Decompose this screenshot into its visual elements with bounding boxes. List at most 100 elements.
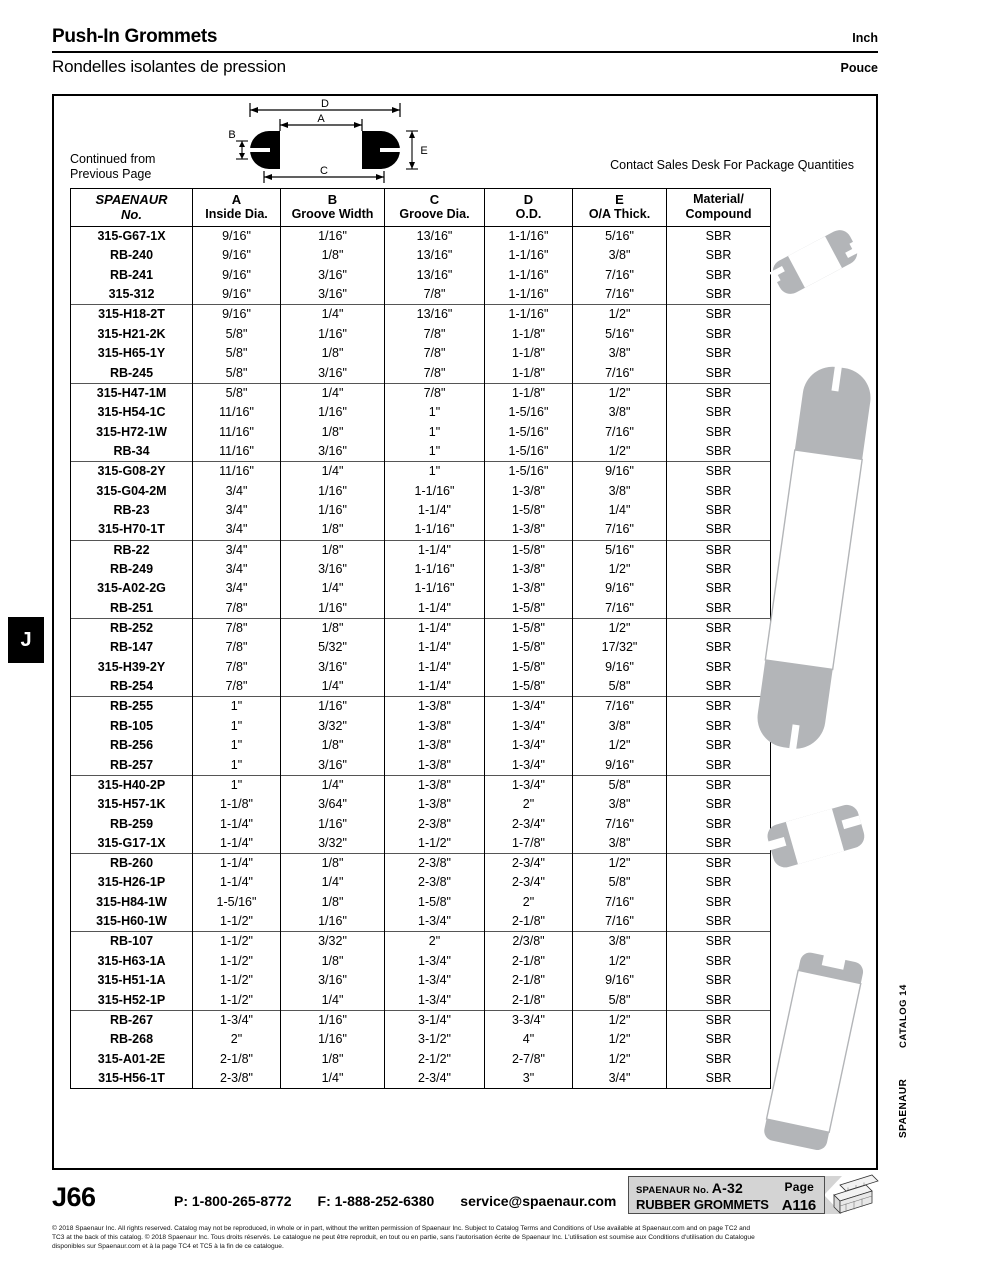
cell-groove-width: 1/16" [280, 402, 385, 423]
cell-outside-dia: 1-3/8" [484, 481, 573, 501]
cell-inside-dia: 3/4" [192, 520, 281, 540]
cell-overall-thickness: 3/8" [572, 344, 667, 364]
table-row: RB-147 7/8" 5/32" 1-1/4" 1-5/8" 17/32" SBR [70, 637, 771, 658]
product-image-grommet-small-1 [760, 214, 870, 315]
svg-text:C: C [320, 165, 328, 177]
cell-groove-dia: 1-3/8" [384, 755, 485, 776]
col-header-d-letter: D [523, 192, 534, 207]
cell-part-number: 315-H60-1W [70, 912, 193, 932]
cell-overall-thickness: 5/8" [572, 774, 667, 795]
badge-row-spaenaur: SPAENAUR No. A-32 Page [636, 1180, 818, 1196]
table-row: 315-H26-1P 1-1/4" 1/4" 2-3/8" 2-3/4" 5/8" SBR [70, 873, 771, 893]
cell-groove-dia: 1-1/4" [384, 539, 485, 560]
footer-contact-line: J66 P: 1-800-265-8772 F: 1-888-252-6380 … [52, 1182, 952, 1216]
cell-groove-width: 1/8" [280, 892, 385, 913]
copyright-line-3: disponibles sur Spaenaur.com et à la pag… [52, 1243, 284, 1251]
cell-material: SBR [666, 951, 771, 972]
email-address[interactable]: service@spaenaur.com [460, 1193, 617, 1209]
cell-overall-thickness: 3/8" [572, 246, 667, 266]
phone-number[interactable]: 1-800-265-8772 [191, 1193, 292, 1209]
cell-material: SBR [666, 246, 771, 266]
cell-groove-width: 1/16" [280, 1029, 385, 1050]
cell-material: SBR [666, 657, 771, 678]
cell-part-number: RB-245 [70, 363, 193, 384]
cell-material: SBR [666, 637, 771, 658]
table-row: RB-105 1" 3/32" 1-3/8" 1-3/4" 3/8" SBR [70, 716, 771, 736]
cell-groove-width: 3/16" [280, 363, 385, 384]
cell-material: SBR [666, 735, 771, 756]
col-header-a-sub: Inside Dia. [205, 207, 268, 221]
brand-label-vertical: SPAENAUR [898, 1078, 909, 1138]
cell-groove-dia: 1" [384, 442, 485, 462]
cell-groove-dia: 1-1/4" [384, 637, 485, 658]
table-head: SPAENAUR No. A Inside Dia. B Groove Widt… [70, 188, 771, 227]
cell-material: SBR [666, 1069, 771, 1090]
copyright-line-1: © 2018 Spaenaur Inc. All rights reserved… [52, 1225, 751, 1232]
cell-overall-thickness: 5/16" [572, 324, 667, 345]
table-row: 315-G17-1X 1-1/4" 3/32" 1-1/2" 1-7/8" 3/8" SBR [70, 833, 771, 854]
cell-material: SBR [666, 402, 771, 423]
cell-groove-dia: 2-3/8" [384, 873, 485, 893]
cell-outside-dia: 2-3/4" [484, 853, 573, 874]
cell-inside-dia: 3/4" [192, 579, 281, 599]
cell-groove-dia: 1-1/16" [384, 481, 485, 501]
cell-groove-dia: 13/16" [384, 246, 485, 266]
col-header-a: A Inside Dia. [192, 188, 281, 227]
header-title-row: Push-In Grommets Inch [52, 26, 878, 48]
cell-inside-dia: 3/4" [192, 539, 281, 560]
cell-groove-width: 1/16" [280, 481, 385, 501]
phone-group: P: 1-800-265-8772 [174, 1193, 292, 1209]
page-footer: J66 P: 1-800-265-8772 F: 1-888-252-6380 … [52, 1182, 952, 1216]
cell-inside-dia: 9/16" [192, 226, 281, 247]
unit-label-en: Inch [852, 31, 878, 45]
cell-groove-dia: 7/8" [384, 382, 485, 403]
cell-inside-dia: 2-3/8" [192, 1069, 281, 1090]
cell-material: SBR [666, 971, 771, 991]
cell-groove-dia: 2-3/4" [384, 1069, 485, 1090]
cell-material: SBR [666, 559, 771, 580]
cell-groove-width: 3/16" [280, 265, 385, 286]
cell-outside-dia: 1-3/4" [484, 774, 573, 795]
cell-inside-dia: 1-3/4" [192, 1009, 281, 1030]
cell-outside-dia: 2-1/8" [484, 990, 573, 1011]
cell-outside-dia: 4" [484, 1029, 573, 1050]
cell-outside-dia: 1-3/4" [484, 755, 573, 776]
cell-overall-thickness: 7/16" [572, 814, 667, 834]
cell-material: SBR [666, 500, 771, 521]
cell-overall-thickness: 3/8" [572, 931, 667, 952]
cell-overall-thickness: 3/8" [572, 481, 667, 501]
cell-groove-width: 1/4" [280, 873, 385, 893]
cell-outside-dia: 1-1/16" [484, 285, 573, 305]
cell-groove-dia: 2-3/8" [384, 814, 485, 834]
cell-material: SBR [666, 382, 771, 403]
cell-part-number: RB-268 [70, 1029, 193, 1050]
cell-groove-width: 3/16" [280, 971, 385, 991]
cell-inside-dia: 1-1/8" [192, 794, 281, 815]
cell-part-number: RB-256 [70, 735, 193, 756]
table-row: RB-251 7/8" 1/16" 1-1/4" 1-5/8" 7/16" SBR [70, 598, 771, 619]
table-row: 315-H21-2K 5/8" 1/16" 7/8" 1-1/8" 5/16" SBR [70, 324, 771, 345]
cell-outside-dia: 1-1/16" [484, 246, 573, 266]
table-row: 315-H39-2Y 7/8" 3/16" 1-1/4" 1-5/8" 9/16" SBR [70, 657, 771, 678]
table-row: RB-255 1" 1/16" 1-3/8" 1-3/4" 7/16" SBR [70, 696, 771, 717]
cell-material: SBR [666, 324, 771, 345]
cell-part-number: RB-267 [70, 1009, 193, 1030]
cell-groove-width: 1/16" [280, 226, 385, 247]
table-row: 315-H57-1K 1-1/8" 3/64" 1-3/8" 2" 3/8" SBR [70, 794, 771, 815]
table-row: 315-H70-1T 3/4" 1/8" 1-1/16" 1-3/8" 7/16" SBR [70, 520, 771, 540]
cell-part-number: 315-H84-1W [70, 892, 193, 913]
product-reference-badge: SPAENAUR No. A-32 Page RUBBER GROMMETS A… [628, 1174, 879, 1214]
col-header-spaenaur-no-letter: SPAENAUR [95, 192, 168, 207]
badge-spaenaur-number: A-32 [711, 1180, 743, 1196]
cell-groove-dia: 1" [384, 422, 485, 443]
table-row: 315-H52-1P 1-1/2" 1/4" 1-3/4" 2-1/8" 5/8" SBR [70, 990, 771, 1011]
cell-groove-width: 1/8" [280, 246, 385, 266]
section-tab-j[interactable]: J [8, 617, 44, 663]
cell-part-number: 315-G17-1X [70, 833, 193, 854]
cell-inside-dia: 9/16" [192, 265, 281, 286]
cell-part-number: 315-312 [70, 285, 193, 305]
cell-groove-dia: 1-1/16" [384, 559, 485, 580]
cell-material: SBR [666, 892, 771, 913]
cell-outside-dia: 1-5/16" [484, 461, 573, 482]
cell-material: SBR [666, 755, 771, 776]
